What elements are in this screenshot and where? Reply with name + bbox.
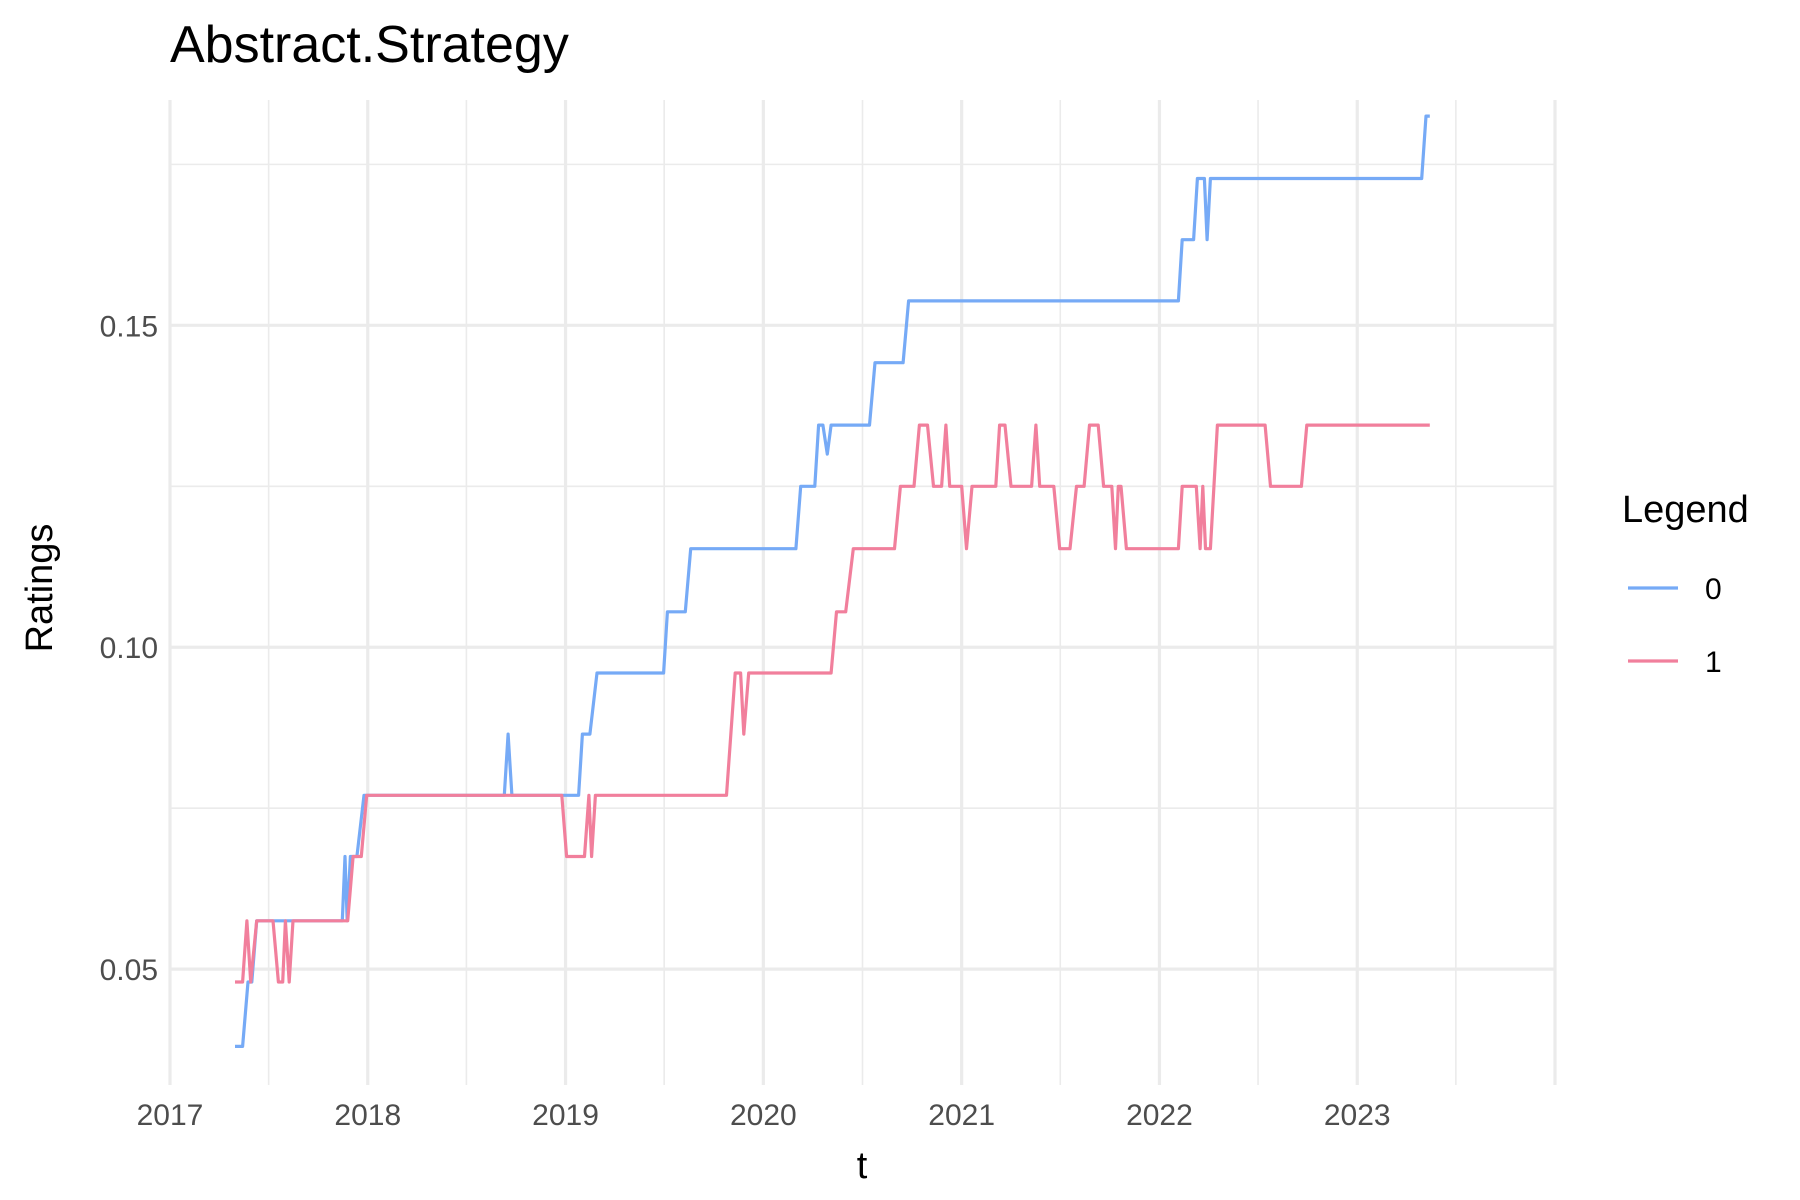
y-tick-label: 0.10 xyxy=(100,632,158,665)
x-tick-label: 2018 xyxy=(334,1099,401,1132)
y-tick-label: 0.15 xyxy=(100,310,158,343)
legend: Legend 0 1 xyxy=(1622,489,1749,679)
y-tick-label: 0.05 xyxy=(100,954,158,987)
x-axis-title: t xyxy=(857,1145,868,1187)
legend-label-0: 0 xyxy=(1705,573,1722,606)
x-tick-label: 2017 xyxy=(137,1099,204,1132)
series-line-1 xyxy=(235,423,1430,984)
x-tick-label: 2019 xyxy=(532,1099,599,1132)
legend-title: Legend xyxy=(1622,489,1749,531)
y-axis-title: Ratings xyxy=(19,524,61,653)
chart-title: Abstract.Strategy xyxy=(170,16,569,74)
legend-label-1: 1 xyxy=(1705,646,1722,679)
series-line-0 xyxy=(235,114,1430,1048)
x-tick-label: 2023 xyxy=(1324,1099,1391,1132)
x-tick-label: 2021 xyxy=(928,1099,995,1132)
x-tick-label: 2022 xyxy=(1126,1099,1193,1132)
x-axis-ticks: 2017 2018 2019 2020 2021 2022 2023 xyxy=(137,1099,1391,1132)
grid xyxy=(168,100,1557,1085)
series-lines xyxy=(235,114,1430,1048)
y-axis-ticks: 0.05 0.10 0.15 xyxy=(100,310,158,987)
x-tick-label: 2020 xyxy=(730,1099,797,1132)
